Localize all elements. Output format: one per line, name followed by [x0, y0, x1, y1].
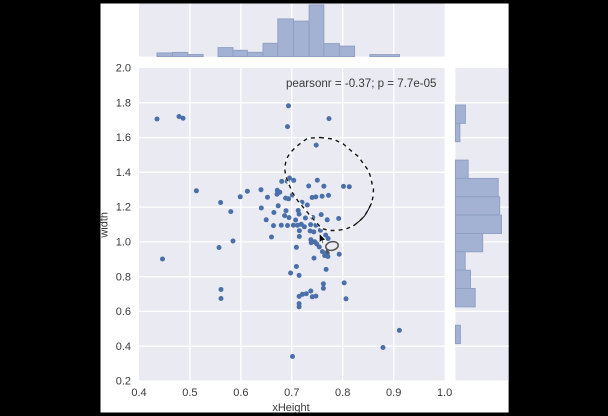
svg-text:0.5: 0.5	[182, 387, 197, 399]
svg-text:width: width	[99, 212, 111, 239]
svg-text:0.8: 0.8	[335, 387, 350, 399]
svg-text:1.4: 1.4	[116, 167, 131, 179]
svg-text:1.6: 1.6	[116, 132, 131, 144]
svg-text:pearsonr = -0.37; p = 7.7e-05: pearsonr = -0.37; p = 7.7e-05	[286, 78, 437, 90]
svg-text:1.2: 1.2	[116, 202, 131, 214]
svg-text:2.0: 2.0	[116, 63, 131, 75]
svg-text:0.8: 0.8	[116, 271, 131, 283]
svg-text:0.6: 0.6	[116, 306, 131, 318]
svg-text:xHeight: xHeight	[272, 402, 309, 414]
svg-text:0.7: 0.7	[284, 387, 299, 399]
svg-text:0.4: 0.4	[116, 341, 131, 353]
svg-text:0.4: 0.4	[131, 387, 146, 399]
svg-text:1.0: 1.0	[437, 387, 452, 399]
svg-text:0.6: 0.6	[233, 387, 248, 399]
svg-text:1.8: 1.8	[116, 97, 131, 109]
svg-text:0.9: 0.9	[386, 387, 401, 399]
svg-text:1.0: 1.0	[116, 237, 131, 249]
svg-text:0.2: 0.2	[116, 376, 131, 388]
